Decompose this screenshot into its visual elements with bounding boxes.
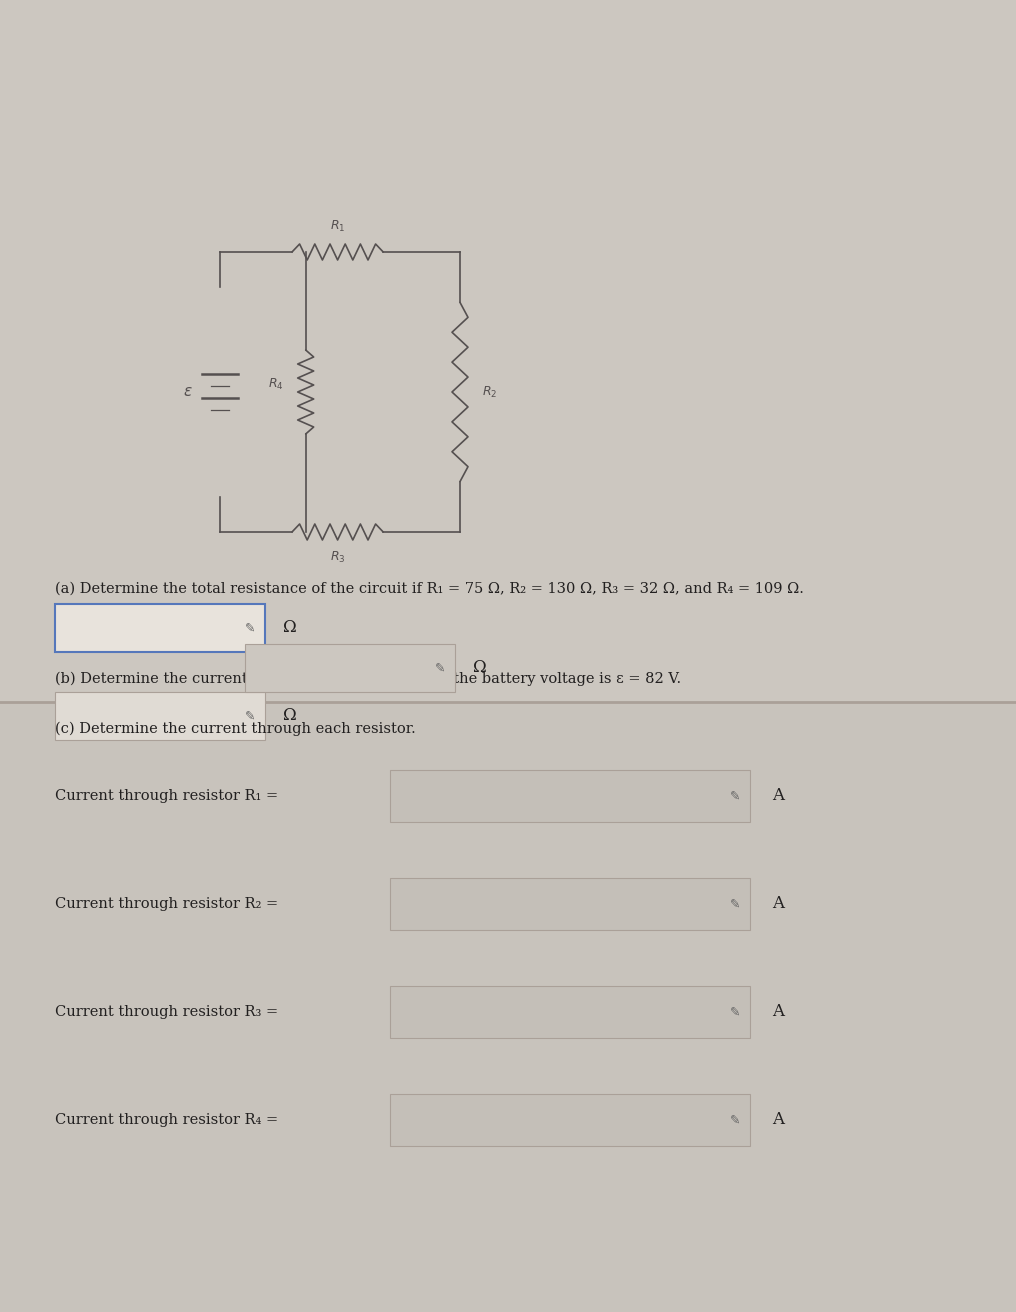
Bar (0, 0, 1016, 702)
Bar (390, 985, 750, 1038)
Text: ✎: ✎ (245, 622, 255, 635)
Text: $R_3$: $R_3$ (330, 550, 345, 565)
Text: ✎: ✎ (729, 1114, 740, 1127)
Text: Current through resistor R₁ =: Current through resistor R₁ = (55, 789, 278, 803)
Text: $R_4$: $R_4$ (268, 377, 283, 391)
Text: Ω: Ω (283, 619, 297, 636)
Bar (0, 702, 1016, 1312)
Bar (390, 1094, 750, 1145)
Text: A: A (772, 895, 784, 912)
Text: (b) Determine the current flowing from the battery if the battery voltage is ε =: (b) Determine the current flowing from t… (55, 672, 681, 686)
Text: $R_1$: $R_1$ (330, 219, 345, 234)
Text: Ω: Ω (283, 707, 297, 724)
Bar (245, 644, 455, 691)
Bar (390, 770, 750, 821)
Bar (55, 604, 265, 652)
Text: Ω: Ω (473, 660, 487, 677)
Bar (390, 878, 750, 930)
Text: ✎: ✎ (435, 661, 445, 674)
Text: ✎: ✎ (245, 710, 255, 723)
Text: A: A (772, 1111, 784, 1128)
Text: Current through resistor R₃ =: Current through resistor R₃ = (55, 1005, 278, 1019)
Bar (55, 691, 265, 740)
Text: A: A (772, 787, 784, 804)
Text: (c) Determine the current through each resistor.: (c) Determine the current through each r… (55, 722, 416, 736)
Text: ✎: ✎ (729, 1005, 740, 1018)
Text: ✎: ✎ (729, 897, 740, 911)
Text: (a) Determine the total resistance of the circuit if R₁ = 75 Ω, R₂ = 130 Ω, R₃ =: (a) Determine the total resistance of th… (55, 583, 804, 596)
Text: $\varepsilon$: $\varepsilon$ (183, 384, 193, 399)
Text: Current through resistor R₄ =: Current through resistor R₄ = (55, 1113, 278, 1127)
Text: $R_2$: $R_2$ (482, 384, 497, 400)
Text: A: A (772, 1004, 784, 1021)
Text: ✎: ✎ (729, 790, 740, 803)
Text: Current through resistor R₂ =: Current through resistor R₂ = (55, 897, 278, 911)
